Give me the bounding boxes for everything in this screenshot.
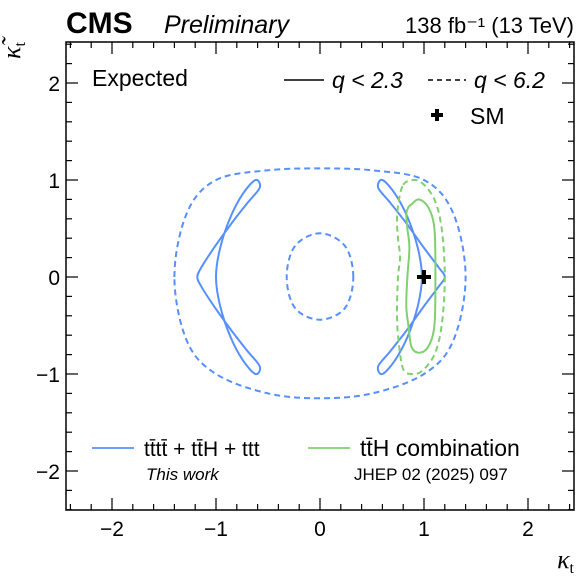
y-tick-label: 0 xyxy=(48,267,60,290)
contour-series-2-2 xyxy=(395,178,446,376)
contour-series-1-4 xyxy=(285,232,355,321)
cms-label: CMS xyxy=(66,7,133,40)
solid-style-legend-label: q < 2.3 xyxy=(332,67,403,93)
luminosity-label: 138 fb⁻¹ (13 TeV) xyxy=(405,13,574,38)
reference-label: JHEP 02 (2025) 097 xyxy=(354,465,508,484)
contour-layer xyxy=(173,167,467,400)
y-axis-label: κ̃t xyxy=(0,35,29,58)
preliminary-label: Preliminary xyxy=(164,11,291,39)
x-axis-label: κt xyxy=(557,545,574,577)
axis-ticks: −2 −1 0 1 2 −2 −1 0 1 2 xyxy=(36,42,574,541)
y-tick-label: 1 xyxy=(48,170,60,193)
y-tick-label: 2 xyxy=(48,73,60,96)
legend-label-series-1: tt̄tt̄ + tt̄H + ttt xyxy=(144,438,260,461)
x-tick-label: −1 xyxy=(204,518,228,541)
expected-label: Expected xyxy=(92,65,188,91)
y-tick-label: −2 xyxy=(36,461,60,484)
x-tick-label: −2 xyxy=(100,518,124,541)
sm-legend-marker xyxy=(431,109,443,121)
dashed-style-legend-label: q < 6.2 xyxy=(474,67,545,93)
contour-series-1-2 xyxy=(376,178,446,376)
x-tick-label: 0 xyxy=(314,518,326,541)
sm-legend-label: SM xyxy=(470,103,505,129)
this-work-label: This work xyxy=(146,465,220,484)
contour-series-1-1 xyxy=(196,178,262,376)
x-tick-label: 2 xyxy=(522,518,534,541)
sm-point-marker xyxy=(417,270,431,284)
legend-label-series-2: tt̄H combination xyxy=(360,435,520,461)
contour-series-1-3 xyxy=(173,167,467,400)
x-tick-label: 1 xyxy=(418,518,430,541)
contour-series-2-1 xyxy=(405,198,437,354)
y-tick-label: −1 xyxy=(36,364,60,387)
